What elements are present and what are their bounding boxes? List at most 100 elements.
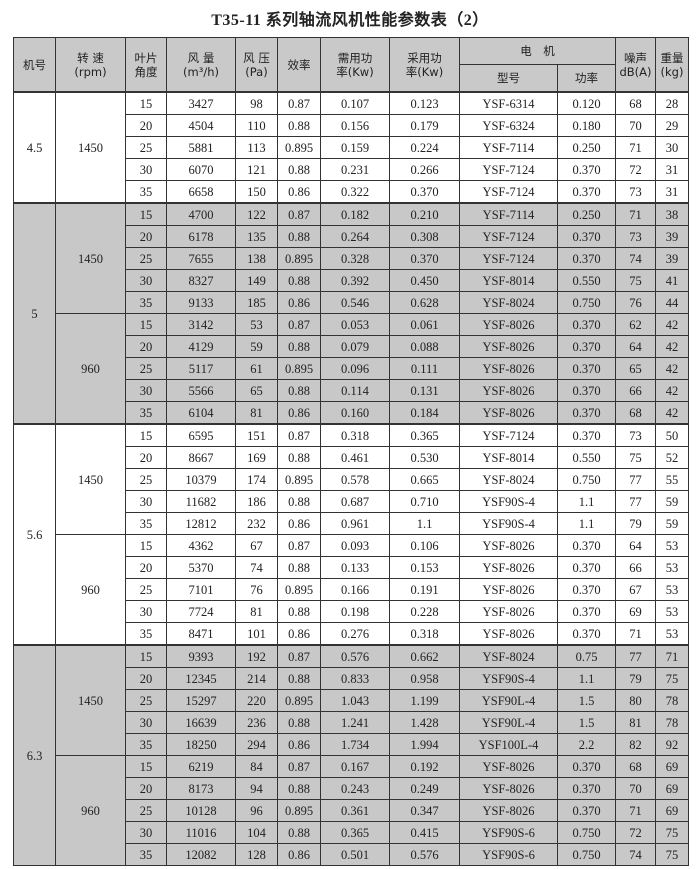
motor-power-cell: 0.370: [557, 600, 616, 623]
noise-cell: 64: [615, 335, 656, 358]
motor-power-cell: 0.370: [557, 247, 616, 270]
pressure-cell: 81: [235, 401, 278, 425]
noise-cell: 68: [615, 91, 656, 115]
noise-cell: 82: [615, 733, 656, 756]
flow-cell: 16639: [166, 711, 236, 734]
efficiency-cell: 0.86: [277, 733, 321, 756]
required-power-cell: 0.328: [320, 247, 390, 270]
efficiency-cell: 0.88: [277, 225, 321, 248]
table-row: 20 4504 110 0.88 0.156 0.179 YSF-6324 0.180 70 29: [14, 114, 689, 137]
weight-cell: 55: [655, 468, 689, 491]
motor-type-cell: YSF-8026: [459, 799, 558, 822]
weight-cell: 69: [655, 755, 689, 778]
pressure-cell: 236: [235, 711, 278, 734]
motor-type-cell: YSF-8026: [459, 379, 558, 402]
angle-cell: 20: [125, 335, 167, 358]
noise-cell: 70: [615, 114, 656, 137]
noise-cell: 79: [615, 667, 656, 690]
table-row: 35 9133 185 0.86 0.546 0.628 YSF-8024 0.750 76 44: [14, 291, 689, 314]
flow-cell: 11682: [166, 490, 236, 513]
angle-cell: 15: [125, 644, 167, 668]
motor-type-cell: YSF90L-4: [459, 711, 558, 734]
weight-cell: 30: [655, 136, 689, 159]
flow-cell: 10128: [166, 799, 236, 822]
noise-cell: 80: [615, 689, 656, 712]
required-power-cell: 0.264: [320, 225, 390, 248]
flow-cell: 7101: [166, 578, 236, 601]
pressure-cell: 104: [235, 821, 278, 844]
motor-power-cell: 1.1: [557, 490, 616, 513]
efficiency-cell: 0.87: [277, 202, 321, 226]
efficiency-cell: 0.88: [277, 158, 321, 181]
table-row: 5.6 1450 15 6595 151 0.87 0.318 0.365 YSF-7124 0.…: [13, 423, 689, 646]
flow-cell: 6219: [166, 755, 236, 778]
pressure-cell: 101: [235, 622, 278, 646]
header-required-power: 需用功 率(Kw): [320, 37, 390, 93]
weight-cell: 38: [655, 202, 689, 226]
efficiency-cell: 0.88: [277, 446, 321, 469]
table-row: 30 16639 236 0.88 1.241 1.428 YSF90L-4 1.5 81 78: [14, 711, 689, 734]
weight-cell: 53: [655, 600, 689, 623]
flow-cell: 7724: [166, 600, 236, 623]
motor-power-cell: 0.750: [557, 821, 616, 844]
motor-type-cell: YSF90L-4: [459, 689, 558, 712]
adopted-power-cell: 0.228: [389, 600, 460, 623]
speed-cell: 960: [55, 534, 126, 646]
model-cell: 5: [13, 202, 56, 425]
motor-power-cell: 0.750: [557, 843, 616, 866]
table-row: 4.5 1450 15 3427 98 0.87 0.107 0.123 YSF-6314 0.1…: [13, 91, 689, 204]
required-power-cell: 0.182: [320, 202, 390, 226]
motor-type-cell: YSF-8026: [459, 313, 558, 336]
required-power-cell: 0.322: [320, 180, 390, 204]
group-6.3: 6.3 1450 15 9393 192 0.87 0.576 0.662 YSF-8024 0.…: [13, 644, 689, 866]
pressure-cell: 74: [235, 556, 278, 579]
pressure-cell: 214: [235, 667, 278, 690]
motor-power-cell: 0.370: [557, 335, 616, 358]
angle-cell: 25: [125, 136, 167, 159]
flow-cell: 4362: [166, 534, 236, 557]
pressure-cell: 94: [235, 777, 278, 800]
noise-cell: 72: [615, 821, 656, 844]
required-power-cell: 0.833: [320, 667, 390, 690]
table-row: 35 12812 232 0.86 0.961 1.1 YSF90S-4 1.1 79 59: [14, 512, 689, 535]
table-row: 35 18250 294 0.86 1.734 1.994 YSF100L-4 2.2 82 92: [14, 733, 689, 756]
group-4.5: 4.5 1450 15 3427 98 0.87 0.107 0.123 YSF-6314 0.1…: [13, 91, 689, 204]
weight-cell: 39: [655, 225, 689, 248]
motor-type-cell: YSF-7124: [459, 247, 558, 270]
header-angle: 叶片 角度: [125, 37, 167, 93]
noise-cell: 66: [615, 379, 656, 402]
noise-cell: 71: [615, 622, 656, 646]
required-power-cell: 0.160: [320, 401, 390, 425]
motor-power-cell: 0.370: [557, 401, 616, 425]
motor-type-cell: YSF-8026: [459, 755, 558, 778]
table-row: 30 8327 149 0.88 0.392 0.450 YSF-8014 0.550 75 41: [14, 269, 689, 292]
table-row: 20 8667 169 0.88 0.461 0.530 YSF-8014 0.550 75 52: [14, 446, 689, 469]
efficiency-cell: 0.895: [277, 689, 321, 712]
adopted-power-cell: 0.365: [389, 423, 460, 447]
efficiency-cell: 0.87: [277, 313, 321, 336]
weight-cell: 53: [655, 534, 689, 557]
adopted-power-cell: 0.370: [389, 247, 460, 270]
adopted-power-cell: 0.665: [389, 468, 460, 491]
pressure-cell: 150: [235, 180, 278, 204]
efficiency-cell: 0.88: [277, 269, 321, 292]
table-row: 25 10379 174 0.895 0.578 0.665 YSF-8024 0.750 77…: [14, 468, 689, 491]
efficiency-cell: 0.88: [277, 335, 321, 358]
pressure-cell: 169: [235, 446, 278, 469]
flow-cell: 9393: [166, 644, 236, 668]
pressure-cell: 53: [235, 313, 278, 336]
adopted-power-cell: 0.710: [389, 490, 460, 513]
required-power-cell: 0.501: [320, 843, 390, 866]
flow-cell: 4504: [166, 114, 236, 137]
pressure-cell: 220: [235, 689, 278, 712]
motor-type-cell: YSF-7124: [459, 158, 558, 181]
motor-type-cell: YSF-8026: [459, 777, 558, 800]
weight-cell: 59: [655, 490, 689, 513]
adopted-power-cell: 0.576: [389, 843, 460, 866]
efficiency-cell: 0.86: [277, 401, 321, 425]
required-power-cell: 1.734: [320, 733, 390, 756]
efficiency-cell: 0.88: [277, 556, 321, 579]
motor-power-cell: 1.5: [557, 689, 616, 712]
flow-cell: 9133: [166, 291, 236, 314]
required-power-cell: 0.133: [320, 556, 390, 579]
